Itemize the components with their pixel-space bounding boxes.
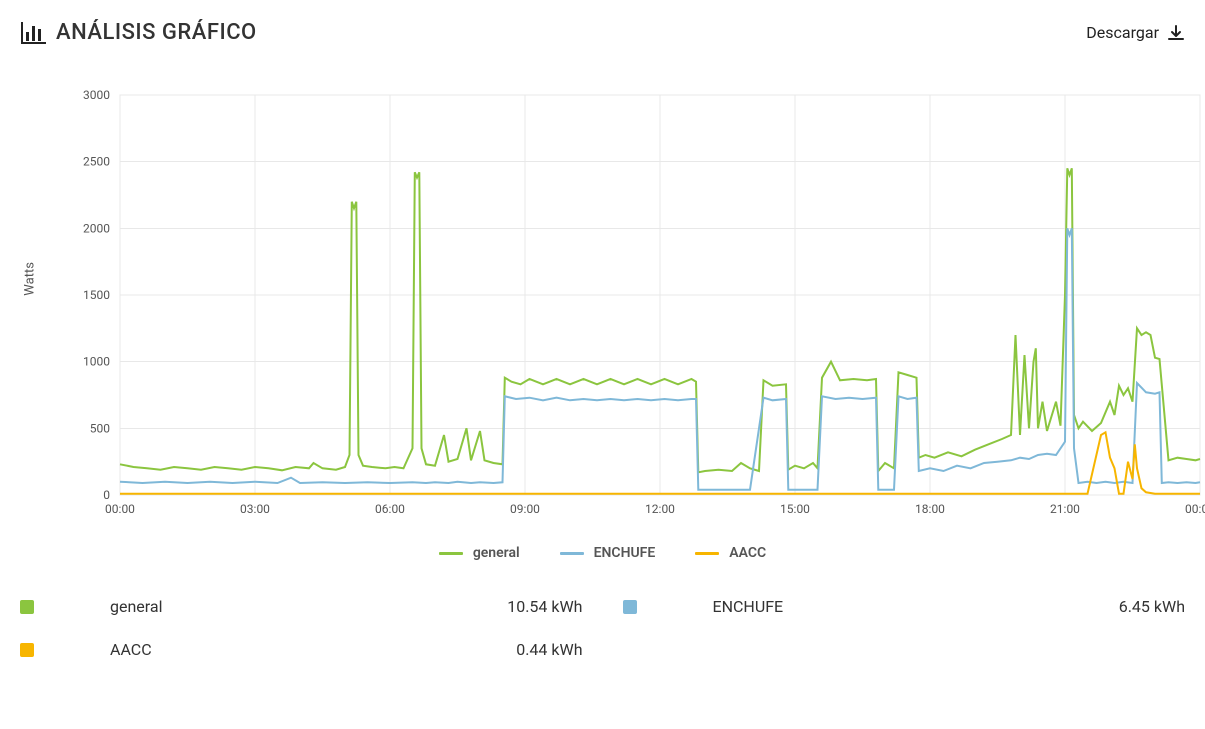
summary-label: AACC [110,640,466,659]
svg-text:1500: 1500 [83,288,110,302]
svg-text:09:00: 09:00 [510,502,540,516]
legend-label: ENCHUFE [594,545,656,561]
download-label: Descargar [1086,23,1159,42]
legend-color-line [560,552,584,555]
legend-color-line [439,552,463,555]
svg-text:500: 500 [90,421,110,435]
svg-text:1000: 1000 [83,355,110,369]
legend-item[interactable]: AACC [695,545,766,561]
summary-value: 6.45 kWh [1119,597,1185,616]
svg-text:2000: 2000 [83,221,110,235]
page-header: ANÁLISIS GRÁFICO Descargar [20,20,1185,45]
chart-container: Watts 05001000150020002500300000:0003:00… [40,85,1185,525]
summary-item: ENCHUFE 6.45 kWh [623,591,1186,622]
line-chart: 0 500 1000 1500 2000 2500 3000 00:00 03:00 06:00 0… [40,85,1205,525]
svg-text:3000: 3000 [83,88,110,102]
summary-color-square [20,600,34,614]
svg-text:06:00: 06:00 [375,502,405,516]
svg-text:0: 0 [103,488,110,502]
svg-text:18:00: 18:00 [915,502,945,516]
summary-value: 0.44 kWh [516,640,582,659]
summary-label: ENCHUFE [713,597,1069,616]
download-icon [1167,24,1185,42]
svg-text:15:00: 15:00 [780,502,810,516]
svg-text:12:00: 12:00 [645,502,675,516]
legend-color-line [695,552,719,555]
bar-chart-icon [20,22,46,44]
svg-text:2500: 2500 [83,155,110,169]
legend-item[interactable]: ENCHUFE [560,545,656,561]
summary-color-square [20,643,34,657]
summary-value: 10.54 kWh [507,597,582,616]
svg-text:03:00: 03:00 [240,502,270,516]
page-title: ANÁLISIS GRÁFICO [56,20,257,45]
svg-text:00:00: 00:00 [105,502,135,516]
chart-legend: general ENCHUFE AACC [20,545,1185,561]
summary-item: general 10.54 kWh [20,591,583,622]
summary-color-square [623,600,637,614]
legend-item[interactable]: general [439,545,520,561]
summary-label: general [110,597,457,616]
legend-label: general [473,545,520,561]
download-button[interactable]: Descargar [1086,23,1185,42]
title-wrap: ANÁLISIS GRÁFICO [20,20,257,45]
svg-text:00:00: 00:00 [1185,502,1205,516]
summary-table: general 10.54 kWh ENCHUFE 6.45 kWh AACC 0.44 … [20,591,1185,665]
summary-item: AACC 0.44 kWh [20,634,583,665]
y-axis-label: Watts [23,262,38,296]
svg-text:21:00: 21:00 [1050,502,1080,516]
legend-label: AACC [729,545,766,561]
